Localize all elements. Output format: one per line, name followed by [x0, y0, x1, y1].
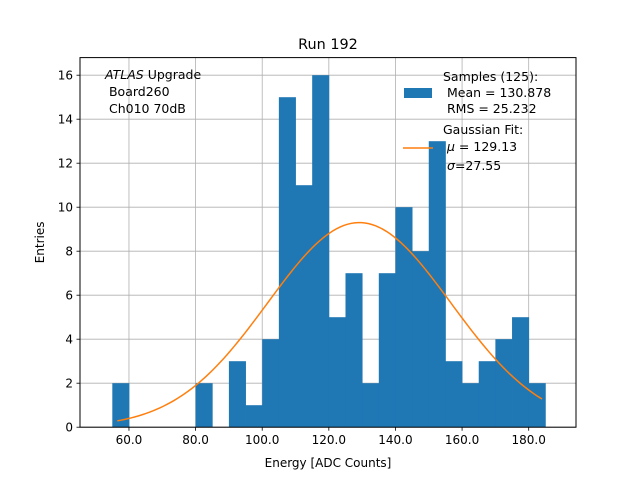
legend-fit-sigma-value: =27.55 [455, 158, 501, 173]
histogram-bars [112, 75, 546, 428]
histogram-bar [112, 383, 130, 428]
annotation-line-2: Board260 [105, 84, 170, 99]
x-tick-label: 180.0 [512, 433, 546, 447]
legend-fit-mu-value: = 129.13 [455, 139, 517, 154]
histogram-bar [262, 339, 280, 428]
y-tick-label: 16 [58, 69, 73, 83]
legend-fit-title: Gaussian Fit: [443, 122, 523, 137]
x-tick-label: 80.0 [182, 433, 209, 447]
annotation-line-1: ATLAS Upgrade [104, 67, 201, 82]
histogram-bar [412, 251, 430, 428]
y-tick-label: 2 [65, 377, 73, 391]
x-tick-label: 160.0 [445, 433, 479, 447]
annotation-line-3: Ch010 70dB [105, 101, 186, 116]
legend-samples-mean: Mean = 130.878 [443, 85, 551, 100]
y-axis-ticks: 0 2 4 6 8 10 12 14 16 [58, 69, 80, 435]
histogram-bar [528, 383, 546, 428]
histogram-bar [328, 317, 346, 428]
x-axis-ticks: 60.0 80.0 100.0 120.0 140.0 160.0 180.0 [116, 427, 546, 447]
legend-samples-swatch [404, 88, 432, 98]
legend-fit-mu: μ = 129.13 [446, 139, 517, 154]
mu-symbol: μ [446, 139, 455, 154]
histogram-bar [195, 383, 213, 428]
y-tick-label: 8 [65, 245, 73, 259]
x-tick-label: 100.0 [245, 433, 279, 447]
sigma-symbol: σ [447, 158, 456, 173]
histogram-bar [362, 383, 380, 428]
histogram-bar [245, 405, 263, 428]
histogram-bar [295, 185, 313, 428]
histogram-bar [378, 273, 396, 428]
histogram-bar [445, 361, 463, 428]
histogram-bar [345, 273, 363, 428]
annotation-atlas: ATLAS [104, 67, 144, 82]
y-tick-label: 10 [58, 201, 73, 215]
y-tick-label: 6 [65, 289, 73, 303]
histogram-bar [512, 317, 530, 428]
annotation-box: ATLAS Upgrade Board260 Ch010 70dB [104, 67, 201, 116]
gaussian-fit [117, 221, 543, 422]
histogram-bar [278, 97, 296, 428]
x-tick-label: 140.0 [378, 433, 412, 447]
x-axis-label: Energy [ADC Counts] [265, 456, 392, 470]
annotation-upgrade: Upgrade [144, 67, 202, 82]
x-tick-label: 120.0 [312, 433, 346, 447]
histogram-bar [478, 361, 496, 428]
y-tick-label: 4 [65, 333, 73, 347]
x-tick-label: 60.0 [116, 433, 143, 447]
legend-samples-rms: RMS = 25.232 [443, 101, 537, 116]
plot-frame [79, 57, 577, 428]
histogram-bar [395, 207, 413, 428]
y-tick-label: 14 [58, 113, 73, 127]
histogram-bar [312, 75, 330, 428]
y-tick-label: 0 [65, 421, 73, 435]
gaussian-fit-curve [117, 221, 543, 422]
y-tick-label: 12 [58, 157, 73, 171]
histogram-bar [495, 339, 513, 428]
y-axis-label: Entries [33, 222, 47, 264]
legend: Samples (125): Mean = 130.878 RMS = 25.2… [403, 69, 551, 173]
legend-fit-sigma: σ=27.55 [447, 158, 501, 173]
histogram-bar [462, 383, 480, 428]
histogram-bar [228, 361, 246, 428]
chart-title: Run 192 [298, 37, 358, 53]
legend-samples-title: Samples (125): [443, 69, 538, 84]
